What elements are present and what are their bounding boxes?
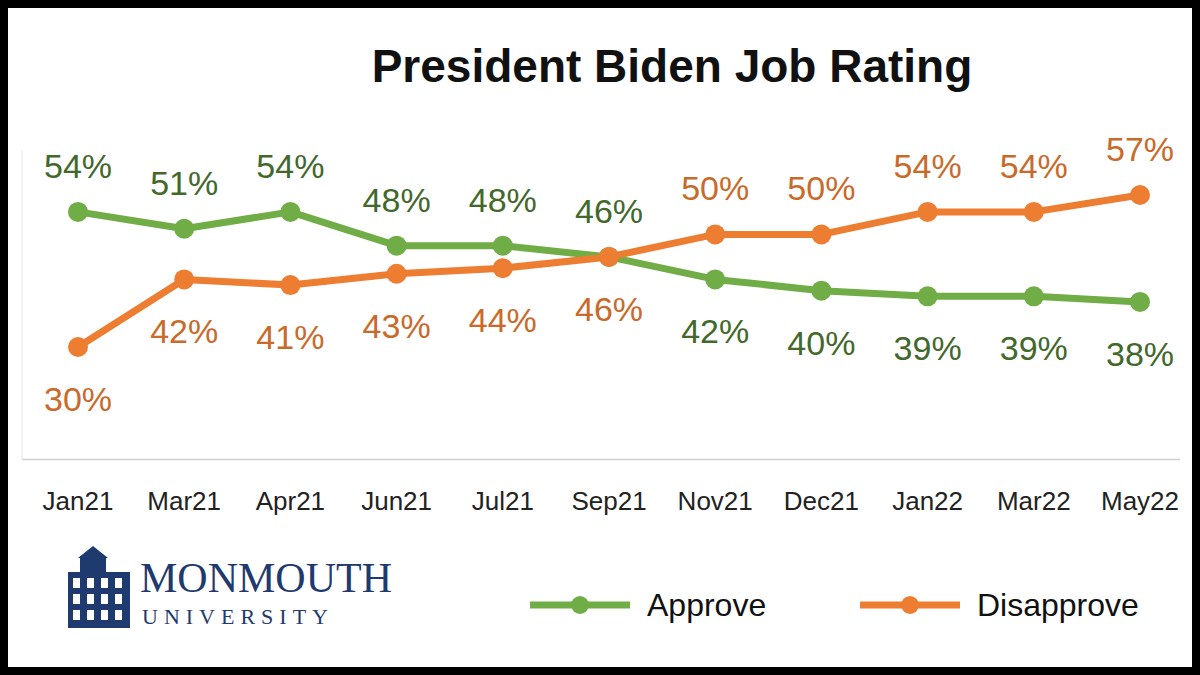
point-marker (1130, 292, 1150, 312)
data-label: 39% (1000, 329, 1068, 367)
point-marker (387, 236, 407, 256)
x-tick-label: Mar21 (147, 486, 221, 516)
point-marker (811, 224, 831, 244)
point-marker (1130, 185, 1150, 205)
legend-label: Disapprove (977, 587, 1139, 623)
x-tick-label: Apr21 (256, 486, 325, 516)
data-label: 42% (681, 312, 749, 350)
logo-window (73, 594, 80, 604)
point-marker (705, 269, 725, 289)
data-label: 57% (1106, 130, 1174, 168)
logo-window (87, 610, 94, 620)
chart: President Biden Job Rating Jan21 Mar21 Apr2… (0, 0, 1200, 675)
legend-label: Approve (647, 587, 766, 623)
background (0, 0, 1200, 675)
data-label: 38% (1106, 335, 1174, 373)
logo-window (115, 610, 122, 620)
frame (4, 4, 1196, 671)
logo-window (73, 610, 80, 620)
data-label: 40% (787, 324, 855, 362)
logo-roof (78, 546, 108, 558)
point-marker (918, 286, 938, 306)
point-marker (174, 219, 194, 239)
point-marker (811, 281, 831, 301)
point-marker (918, 202, 938, 222)
data-label: 51% (150, 164, 218, 202)
data-label: 41% (256, 318, 324, 356)
plot-area (68, 185, 1150, 357)
point-marker (174, 269, 194, 289)
data-label: 50% (787, 169, 855, 207)
point-marker (493, 236, 513, 256)
point-marker (1024, 286, 1044, 306)
x-tick-label: Jan21 (43, 486, 114, 516)
logo-window (87, 578, 94, 588)
point-marker (387, 264, 407, 284)
data-label: 54% (1000, 147, 1068, 185)
data-label: 30% (44, 380, 112, 418)
point-marker (599, 247, 619, 267)
x-tick-label: Jan22 (892, 486, 963, 516)
point-marker (493, 258, 513, 278)
logo-window (115, 594, 122, 604)
x-axis (22, 459, 1180, 461)
point-marker (280, 275, 300, 295)
logo-window (101, 594, 108, 604)
x-tick-label: Nov21 (678, 486, 753, 516)
logo-window (115, 578, 122, 588)
title: President Biden Job Rating (372, 40, 973, 92)
data-label: 46% (575, 192, 643, 230)
data-label: 42% (150, 312, 218, 350)
logo-window (87, 594, 94, 604)
data-label: 44% (469, 301, 537, 339)
point-marker (705, 224, 725, 244)
data-label: 50% (681, 169, 749, 207)
data-label: 46% (575, 290, 643, 328)
legend-marker (571, 596, 589, 614)
logo-tower (80, 556, 106, 574)
x-tick-label: Jul21 (472, 486, 534, 516)
point-marker (599, 247, 619, 267)
x-tick-label: Dec21 (784, 486, 859, 516)
logo-subtext: UNIVERSITY (142, 604, 334, 629)
point-marker (68, 337, 88, 357)
logo-window (101, 578, 108, 588)
data-label: 39% (894, 329, 962, 367)
point-marker (68, 202, 88, 222)
y-axis (22, 150, 23, 460)
data-label: 43% (363, 307, 431, 345)
x-tick-label: Sep21 (571, 486, 646, 516)
logo-window (73, 578, 80, 588)
x-tick-label: Jun21 (361, 486, 432, 516)
logo-window (101, 610, 108, 620)
data-label: 48% (469, 181, 537, 219)
data-label: 48% (363, 181, 431, 219)
data-label: 54% (894, 147, 962, 185)
point-marker (1024, 202, 1044, 222)
logo-building (68, 572, 130, 628)
x-tick-label: Mar22 (997, 486, 1071, 516)
legend-marker (901, 596, 919, 614)
logo (68, 546, 130, 628)
x-tick-label: May22 (1101, 486, 1179, 516)
data-label: 54% (256, 147, 324, 185)
data-label: 54% (44, 147, 112, 185)
point-marker (280, 202, 300, 222)
logo-text: MONMOUTH (140, 555, 392, 601)
